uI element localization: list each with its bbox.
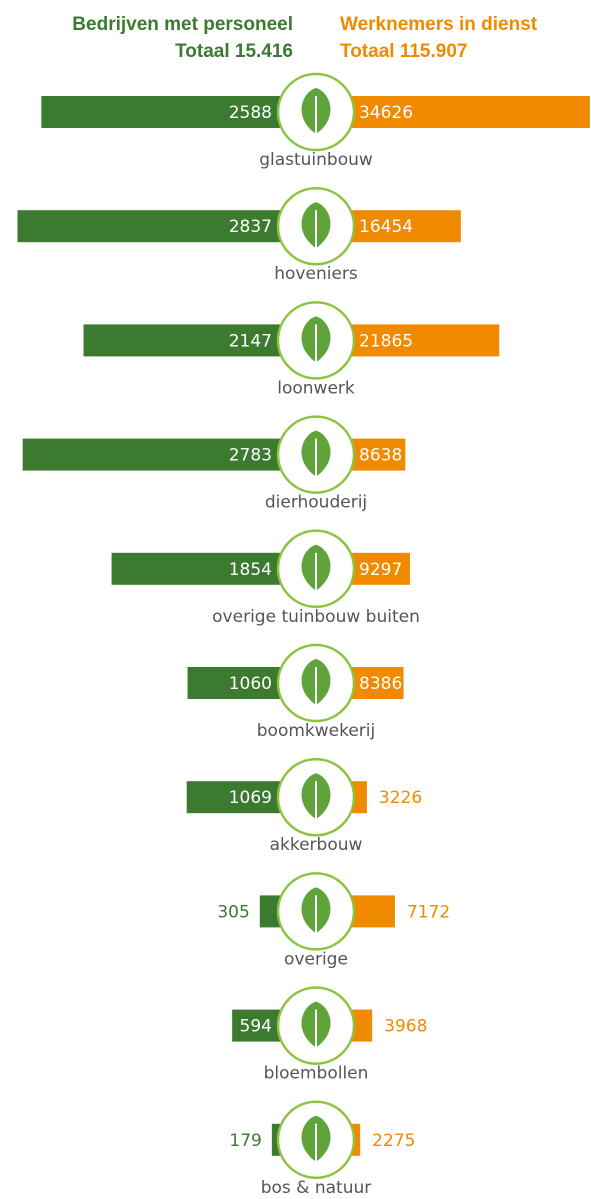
value-label: 1854 — [229, 560, 272, 580]
category-label: overige tuinbouw buiten — [212, 607, 420, 627]
right-total: Totaal 115.907 — [340, 41, 467, 62]
value-label: 3968 — [384, 1017, 427, 1037]
value-label: 594 — [240, 1017, 272, 1037]
left-title: Bedrijven met personeel — [72, 14, 293, 35]
category-label: loonwerk — [277, 378, 355, 398]
category-label: bos & natuur — [261, 1178, 372, 1198]
left-total: Totaal 15.416 — [175, 41, 293, 62]
category-label: hoveniers — [274, 264, 358, 284]
value-label: 7172 — [407, 902, 450, 922]
left-bar — [22, 438, 316, 471]
value-label: 2588 — [229, 103, 272, 123]
right-title: Werknemers in dienst — [340, 14, 538, 35]
value-label: 8386 — [359, 674, 402, 694]
value-label: 3226 — [379, 788, 422, 808]
value-label: 179 — [229, 1131, 261, 1151]
value-label: 9297 — [359, 560, 402, 580]
value-label: 8638 — [359, 446, 402, 466]
value-label: 21865 — [359, 331, 413, 351]
category-label: akkerbouw — [270, 835, 363, 855]
category-label: boomkwekerij — [257, 721, 376, 741]
left-bar — [41, 96, 316, 128]
value-label: 1060 — [229, 674, 272, 694]
value-label: 34626 — [359, 103, 413, 123]
category-label: bloembollen — [264, 1064, 369, 1084]
value-label: 1069 — [229, 788, 272, 808]
category-label: overige — [284, 949, 348, 969]
left-bar — [17, 210, 317, 243]
right-bar — [316, 96, 590, 128]
category-label: glastuinbouw — [259, 150, 373, 170]
value-label: 305 — [217, 902, 249, 922]
value-label: 2837 — [229, 217, 272, 237]
value-label: 2783 — [229, 446, 272, 466]
value-label: 16454 — [359, 217, 413, 237]
category-label: dierhouderij — [265, 493, 367, 513]
value-label: 2147 — [229, 331, 272, 351]
value-label: 2275 — [372, 1131, 415, 1151]
